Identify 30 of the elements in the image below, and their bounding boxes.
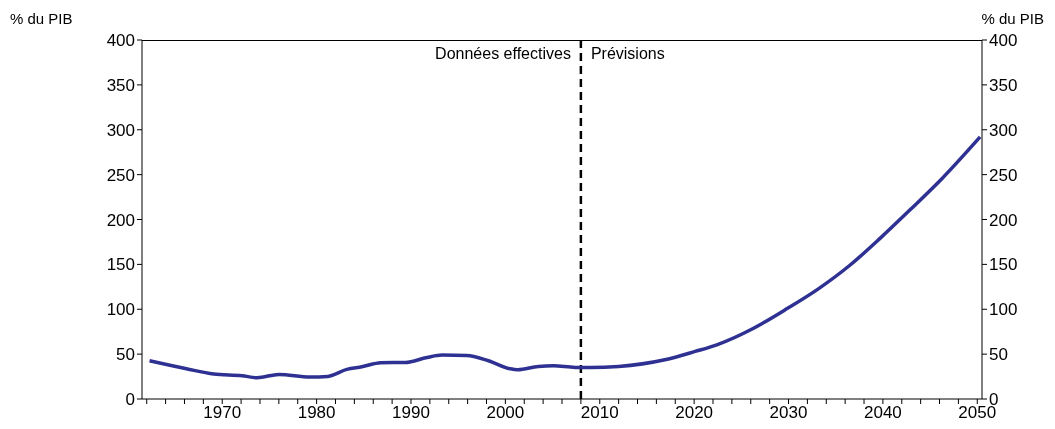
y2-tick-label: 100: [989, 300, 1018, 320]
x-tick-label: 2040: [863, 403, 902, 423]
x-tick-label: 2010: [580, 403, 619, 423]
y-tick-label: 0: [125, 390, 135, 410]
line-series: [147, 135, 982, 380]
y-tick-label: 200: [106, 210, 135, 230]
y-tick-label: 400: [106, 31, 135, 51]
y-tick-label: 150: [106, 255, 135, 275]
annotation: Données effectives: [435, 45, 571, 63]
x-tick-label: 1990: [392, 403, 430, 423]
x-tick-label: 1970: [203, 403, 242, 423]
y-tick-label: 250: [106, 165, 135, 185]
x-tick-label: 2030: [769, 403, 808, 423]
y2-tick-label: 350: [989, 75, 1018, 95]
y2-tick-label: 250: [989, 165, 1018, 185]
y2-tick-label: 200: [989, 210, 1018, 230]
y-tick-label: 300: [106, 120, 135, 140]
y2-tick-label: 150: [989, 255, 1018, 275]
y2-tick-label: 400: [989, 31, 1018, 51]
y2-axis-title: % du PIB: [981, 10, 1044, 27]
x-tick-label: 2000: [486, 403, 525, 423]
y-tick-label: 50: [116, 345, 135, 365]
y2-tick-label: 300: [989, 120, 1018, 140]
y-axis-title: % du PIB: [10, 10, 73, 27]
x-tick-label: 1980: [297, 403, 336, 423]
x-tick-label: 2020: [675, 403, 714, 423]
y-tick-label: 100: [106, 300, 135, 320]
y-tick-label: 350: [106, 75, 135, 95]
y2-tick-label: 50: [989, 345, 1008, 365]
annotation: Prévisions: [590, 45, 665, 63]
